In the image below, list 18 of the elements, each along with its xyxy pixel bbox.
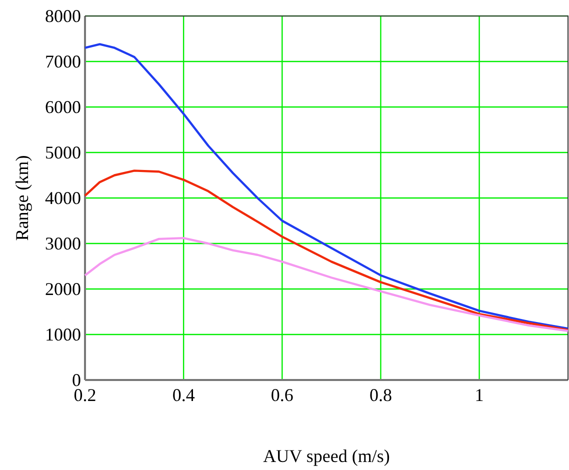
x-tick-label: 0.8	[369, 384, 392, 405]
y-tick-label: 2000	[45, 278, 81, 299]
y-tick-label: 6000	[45, 96, 81, 117]
y-tick-label: 4000	[45, 188, 81, 208]
x-tick-label: 0.6	[270, 384, 294, 405]
y-tick-label: 3000	[45, 233, 81, 254]
y-axis-title: Range (km)	[12, 155, 32, 241]
x-tick-label: 1	[474, 384, 484, 405]
y-tick-label: 7000	[45, 51, 81, 72]
y-tick-label: 0	[72, 370, 81, 390]
y-tick-label: 5000	[45, 142, 81, 162]
x-tick-label: 0.4	[172, 384, 195, 405]
y-tick-label: 8000	[45, 6, 81, 26]
x-axis-title: AUV speed (m/s)	[263, 446, 390, 466]
line-series	[84, 170, 569, 332]
line-series	[84, 236, 569, 332]
line-series	[84, 43, 569, 330]
y-tick-label: 1000	[45, 324, 81, 344]
